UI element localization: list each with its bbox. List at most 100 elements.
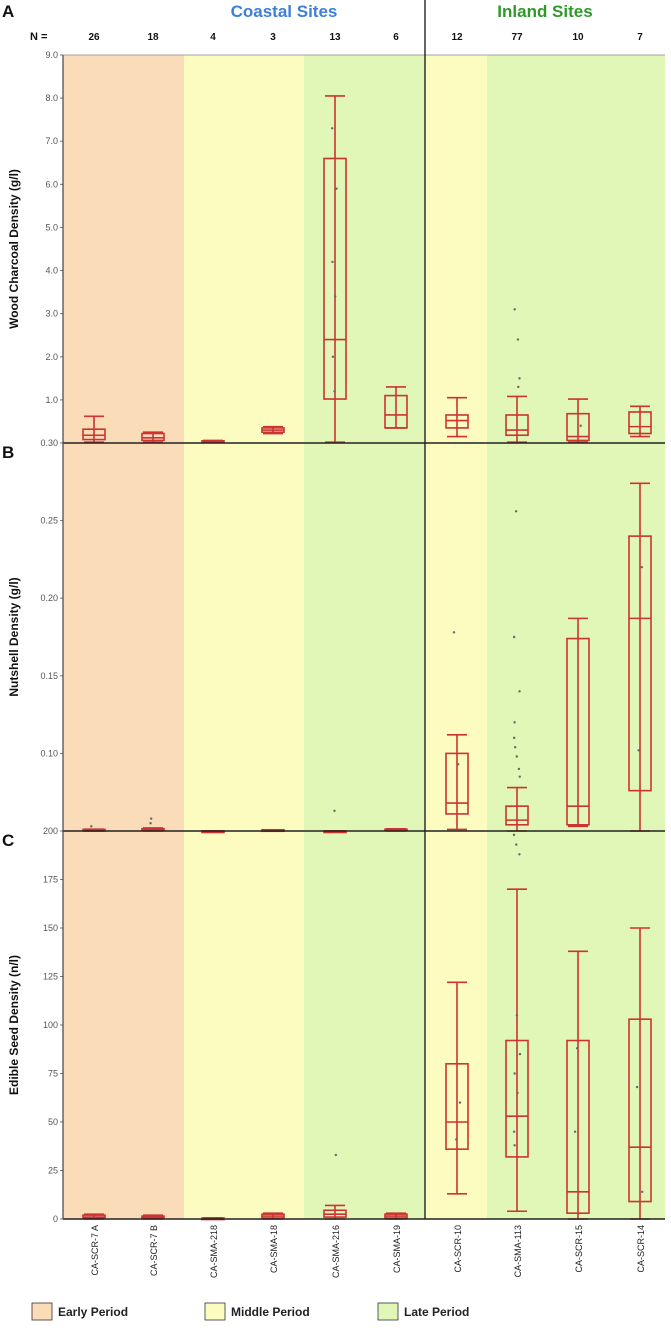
data-point: [149, 822, 152, 825]
data-point: [335, 187, 338, 190]
data-point: [641, 1190, 644, 1194]
data-point: [513, 308, 516, 311]
y-tick-label: 7.0: [45, 136, 58, 146]
data-point: [518, 853, 521, 856]
n-value: 26: [88, 32, 100, 43]
x-tick-label: CA-SMA-18: [269, 1225, 279, 1273]
x-tick-label: CA-SCR-14: [636, 1225, 646, 1273]
y-tick-label: 8.0: [45, 93, 58, 103]
box-CA-SCR-10: [445, 981, 469, 1195]
iqr-box: [445, 1063, 469, 1150]
box-CA-SCR-14: [628, 405, 652, 438]
box-CA-SMA-216: [323, 95, 347, 443]
box-CA-SCR-7 B: [141, 431, 165, 443]
data-point: [516, 338, 520, 341]
legend-swatch-middle: [204, 1302, 226, 1321]
panel-letter: A: [2, 2, 14, 21]
group-title: Inland Sites: [497, 2, 592, 21]
group-title: Coastal Sites: [231, 2, 338, 21]
data-point: [512, 1130, 516, 1133]
data-point: [334, 295, 337, 298]
y-tick-label: 0.25: [40, 516, 58, 526]
data-point: [573, 1130, 577, 1133]
data-point: [579, 424, 582, 427]
y-tick-label: 75: [48, 1069, 58, 1079]
box-CA-SMA-113: [505, 888, 529, 1213]
legend-swatch-late: [377, 1302, 399, 1321]
y-tick-label: 1.0: [45, 395, 58, 405]
n-value: 4: [210, 32, 216, 43]
iqr-box: [82, 428, 106, 441]
iqr-box: [628, 1018, 652, 1203]
legend-label: Early Period: [58, 1305, 128, 1319]
period-band-late: [304, 55, 425, 1219]
period-background-layer: [63, 55, 665, 1219]
y-tick-label: 0.10: [40, 748, 58, 758]
iqr-box: [505, 414, 529, 437]
iqr-box: [566, 412, 590, 442]
data-point: [575, 1047, 579, 1050]
box-CA-SCR-10: [445, 396, 469, 438]
y-tick-label: 3.0: [45, 309, 58, 319]
box-CA-SCR-7 A: [82, 415, 106, 443]
y-tick-label: 175: [43, 875, 58, 885]
y-tick-label: 4.0: [45, 266, 58, 276]
n-prefix: N =: [30, 31, 47, 43]
data-point: [455, 1138, 458, 1141]
data-point: [512, 736, 516, 740]
box-CA-SCR-10: [445, 733, 469, 831]
data-point: [518, 775, 521, 778]
data-point: [514, 510, 518, 513]
data-point: [512, 635, 516, 639]
data-point: [458, 1101, 462, 1104]
n-value: 77: [511, 32, 523, 43]
axes-layer: 9.0 8.0 7.0 6.0 5.0 4.0 3.0 2.0 1.0 0.30 Wood Char…: [2, 0, 665, 1224]
x-tick-label: CA-SCR-7 A: [90, 1225, 100, 1276]
data-point: [515, 1014, 519, 1017]
data-point: [331, 355, 335, 358]
n-value: 3: [270, 32, 276, 43]
y-axis-label: Nutshell Density (g/l): [7, 577, 21, 696]
data-point: [330, 127, 334, 130]
box-CA-SCR-15: [566, 398, 590, 443]
y-axis-label: Wood Charcoal Density (g/l): [7, 169, 21, 329]
iqr-box: [323, 157, 347, 400]
iqr-box: [505, 805, 529, 826]
data-point: [334, 1153, 338, 1157]
data-point: [516, 1091, 519, 1095]
n-value: 13: [329, 32, 341, 43]
data-point: [635, 1085, 639, 1089]
iqr-box: [566, 1039, 590, 1214]
y-tick-label: 0.30: [40, 438, 58, 448]
data-point: [512, 833, 516, 837]
y-tick-label: 25: [48, 1166, 58, 1176]
data-point: [515, 755, 518, 758]
box-CA-SMA-18: [261, 425, 285, 435]
n-value: 6: [393, 32, 399, 43]
box-CA-SMA-19: [384, 1212, 408, 1220]
x-tick-label: CA-SCR-10: [453, 1225, 463, 1273]
data-point: [513, 721, 516, 724]
y-tick-label: 50: [48, 1117, 58, 1127]
y-tick-label: 200: [43, 826, 58, 836]
period-band-middle: [425, 55, 487, 1219]
iqr-box: [628, 411, 652, 435]
panel-letter: C: [2, 831, 14, 850]
y-tick-label: 0: [53, 1214, 58, 1224]
x-tick-label: CA-SMA-19: [392, 1225, 402, 1273]
data-point: [513, 1072, 516, 1075]
x-tick-label: CA-SCR-7 B: [149, 1225, 159, 1276]
box-CA-SMA-218: [201, 439, 225, 444]
period-band-early: [63, 55, 184, 1219]
y-tick-label: 125: [43, 972, 58, 982]
data-point: [452, 631, 456, 634]
iqr-box: [141, 432, 165, 442]
x-tick-label: CA-SMA-216: [331, 1225, 341, 1278]
n-value: 10: [572, 32, 584, 43]
iqr-box: [445, 414, 469, 429]
n-value: 7: [637, 32, 643, 43]
legend: Early Period Middle Period Late Period: [31, 1302, 469, 1321]
n-value: 12: [451, 32, 463, 43]
data-point: [640, 565, 644, 569]
data-point: [518, 377, 521, 380]
